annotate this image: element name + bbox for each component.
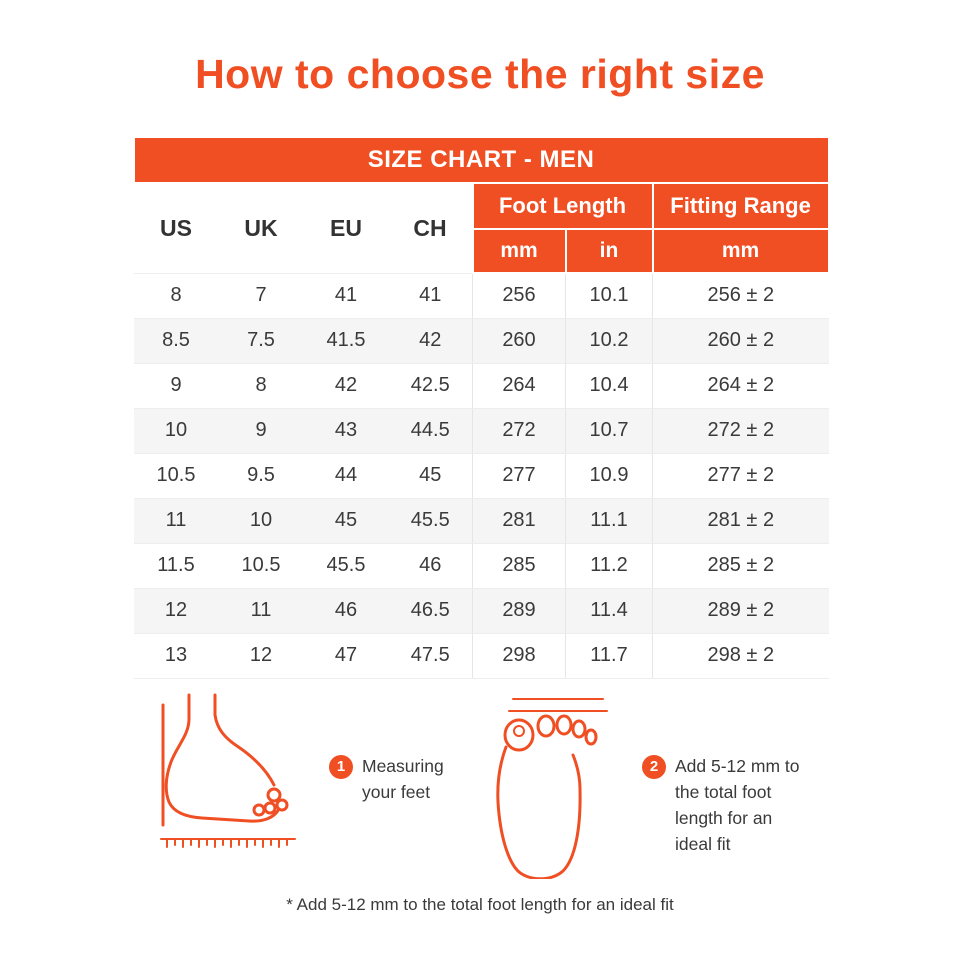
table-cell: 11 bbox=[218, 588, 304, 634]
table-cell: 42 bbox=[303, 363, 389, 409]
table-cell: 45.5 bbox=[388, 498, 473, 544]
step-2-text: Add 5-12 mm to the total foot length for… bbox=[675, 755, 800, 855]
table-cell: 44 bbox=[303, 453, 389, 499]
table-cell: 47.5 bbox=[388, 633, 473, 679]
step-1-badge: 1 bbox=[329, 754, 353, 779]
sub-header-fitting-mm: mm bbox=[651, 227, 830, 275]
table-cell: 11.1 bbox=[565, 498, 653, 544]
table-cell: 7.5 bbox=[218, 318, 304, 364]
table-cell: 9.5 bbox=[218, 453, 304, 499]
table-cell: 11.7 bbox=[565, 633, 653, 679]
table-cell: 10.4 bbox=[565, 363, 653, 409]
table-cell: 12 bbox=[218, 633, 304, 679]
size-chart-container: SIZE CHART - MEN US UK EU CH Foot Length… bbox=[132, 136, 830, 679]
size-table-body: 8 7 41 41 256 10.1 256 ± 2 8.5 7.5 41.5 42 260 10.2 2… bbox=[133, 273, 829, 679]
foot-side-icon bbox=[160, 693, 296, 848]
table-cell: 45 bbox=[388, 453, 473, 499]
table-cell: 8 bbox=[133, 273, 219, 319]
table-cell: 256 bbox=[472, 273, 566, 319]
table-cell: 42.5 bbox=[388, 363, 473, 409]
table-cell: 260 ± 2 bbox=[651, 318, 829, 364]
table-row: 13 12 47 47.5 298 11.7 298 ± 2 bbox=[133, 633, 829, 679]
foot-top-icon bbox=[496, 697, 608, 879]
table-cell: 298 ± 2 bbox=[651, 633, 829, 679]
table-cell: 10.2 bbox=[565, 318, 653, 364]
table-row: 10.5 9.5 44 45 277 10.9 277 ± 2 bbox=[133, 453, 829, 499]
table-row: 9 8 42 42.5 264 10.4 264 ± 2 bbox=[133, 363, 829, 409]
footnote: * Add 5-12 mm to the total foot length f… bbox=[286, 894, 674, 914]
size-chart-table: SIZE CHART - MEN US UK EU CH Foot Length… bbox=[132, 136, 830, 679]
table-row: 8 7 41 41 256 10.1 256 ± 2 bbox=[133, 273, 829, 319]
step-2: 2 Add 5-12 mm to the total foot length f… bbox=[642, 753, 807, 858]
table-row: 11.5 10.5 45.5 46 285 11.2 285 ± 2 bbox=[133, 543, 829, 589]
table-cell: 43 bbox=[303, 408, 389, 454]
table-cell: 264 bbox=[472, 363, 566, 409]
table-cell: 45 bbox=[303, 498, 389, 544]
table-cell: 46 bbox=[303, 588, 389, 634]
table-cell: 42 bbox=[388, 318, 473, 364]
table-cell: 11.5 bbox=[133, 543, 219, 589]
table-cell: 285 ± 2 bbox=[651, 543, 829, 589]
page-title: How to choose the right size bbox=[195, 51, 765, 97]
table-cell: 10.9 bbox=[565, 453, 653, 499]
table-cell: 47 bbox=[303, 633, 389, 679]
table-cell: 285 bbox=[472, 543, 566, 589]
table-cell: 10 bbox=[218, 498, 304, 544]
table-cell: 41.5 bbox=[303, 318, 389, 364]
table-cell: 8.5 bbox=[133, 318, 219, 364]
table-cell: 44.5 bbox=[388, 408, 473, 454]
table-cell: 256 ± 2 bbox=[651, 273, 829, 319]
table-cell: 10.5 bbox=[133, 453, 219, 499]
table-cell: 45.5 bbox=[303, 543, 389, 589]
table-cell: 12 bbox=[133, 588, 219, 634]
step-2-badge: 2 bbox=[642, 754, 666, 779]
table-cell: 10.1 bbox=[565, 273, 653, 319]
table-cell: 264 ± 2 bbox=[651, 363, 829, 409]
measuring-instructions: 1 Measuring your feet 2 Add 5-12 mm to t… bbox=[100, 691, 860, 879]
table-cell: 9 bbox=[218, 408, 304, 454]
table-row: 11 10 45 45.5 281 11.1 281 ± 2 bbox=[133, 498, 829, 544]
table-row: 10 9 43 44.5 272 10.7 272 ± 2 bbox=[133, 408, 829, 454]
table-cell: 260 bbox=[472, 318, 566, 364]
table-cell: 10 bbox=[133, 408, 219, 454]
col-header-uk: UK bbox=[218, 183, 304, 274]
table-cell: 272 ± 2 bbox=[651, 408, 829, 454]
foot-top-illustration bbox=[482, 691, 616, 879]
table-cell: 272 bbox=[472, 408, 566, 454]
col-header-fitting-range: Fitting Range bbox=[651, 182, 830, 230]
foot-side-measuring-illustration bbox=[153, 691, 303, 859]
table-cell: 11.2 bbox=[565, 543, 653, 589]
table-cell: 277 ± 2 bbox=[651, 453, 829, 499]
table-cell: 277 bbox=[472, 453, 566, 499]
table-cell: 289 bbox=[472, 588, 566, 634]
col-header-eu: EU bbox=[303, 183, 389, 274]
col-header-foot-length: Foot Length bbox=[471, 182, 654, 230]
col-header-ch: CH bbox=[388, 183, 473, 274]
table-cell: 9 bbox=[133, 363, 219, 409]
table-cell: 46.5 bbox=[388, 588, 473, 634]
table-cell: 289 ± 2 bbox=[651, 588, 829, 634]
step-1: 1 Measuring your feet bbox=[329, 753, 456, 806]
table-cell: 41 bbox=[388, 273, 473, 319]
table-cell: 281 bbox=[472, 498, 566, 544]
col-header-us: US bbox=[133, 183, 219, 274]
table-title: SIZE CHART - MEN bbox=[132, 136, 830, 185]
table-cell: 13 bbox=[133, 633, 219, 679]
table-cell: 11.4 bbox=[565, 588, 653, 634]
table-cell: 298 bbox=[472, 633, 566, 679]
table-cell: 11 bbox=[133, 498, 219, 544]
table-cell: 10.7 bbox=[565, 408, 653, 454]
table-cell: 8 bbox=[218, 363, 304, 409]
table-cell: 281 ± 2 bbox=[651, 498, 829, 544]
table-cell: 41 bbox=[303, 273, 389, 319]
table-row: 8.5 7.5 41.5 42 260 10.2 260 ± 2 bbox=[133, 318, 829, 364]
table-cell: 7 bbox=[218, 273, 304, 319]
sub-header-mm: mm bbox=[471, 227, 567, 275]
table-cell: 46 bbox=[388, 543, 473, 589]
table-cell: 10.5 bbox=[218, 543, 304, 589]
sub-header-in: in bbox=[564, 227, 654, 275]
step-1-text: Measuring your feet bbox=[362, 755, 444, 802]
table-row: 12 11 46 46.5 289 11.4 289 ± 2 bbox=[133, 588, 829, 634]
